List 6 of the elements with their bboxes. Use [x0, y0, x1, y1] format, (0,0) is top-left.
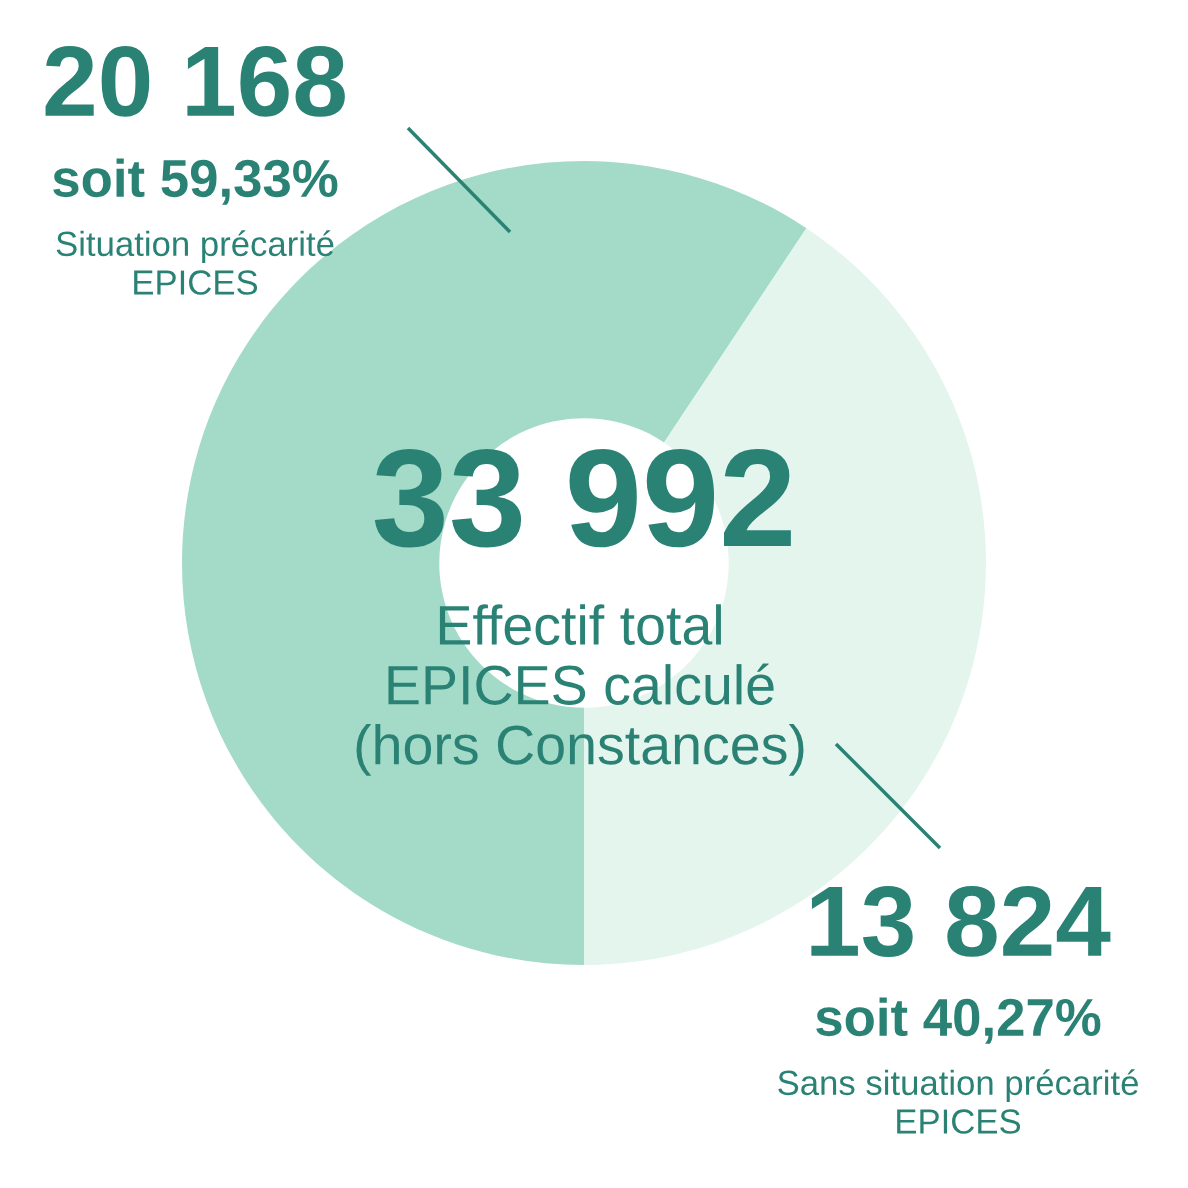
text: soit 40,27%: [816, 997, 1101, 1044]
text: soit 59,33%: [53, 158, 338, 205]
slice-label: Sans situation précarité EPICES: [778, 1069, 1138, 1134]
slice-label: Situation précarité EPICES: [56, 230, 334, 295]
data-label: 13 824: [811, 886, 1111, 957]
data-label: 20 168: [45, 46, 345, 117]
